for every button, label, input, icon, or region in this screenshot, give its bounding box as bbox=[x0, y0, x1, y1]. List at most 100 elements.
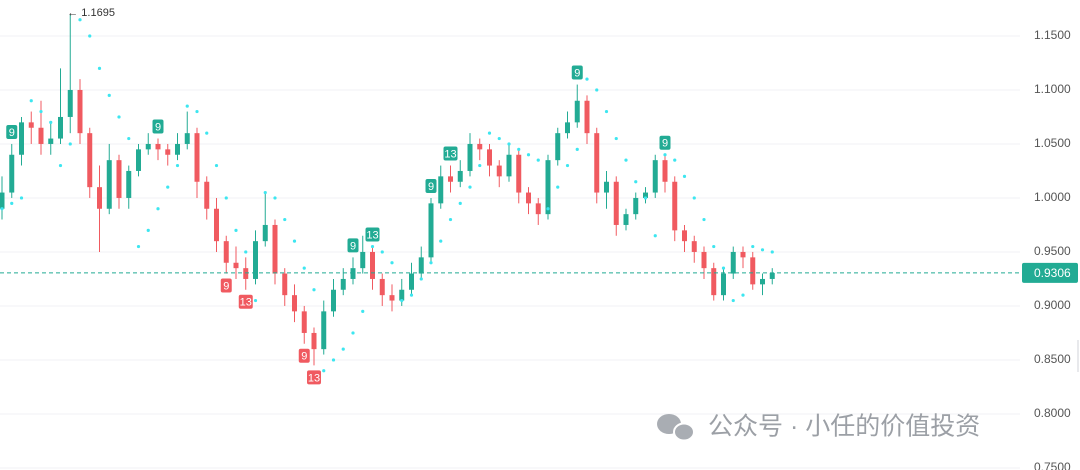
y-tick-label: 1.0000 bbox=[1034, 190, 1071, 204]
sar-dot bbox=[546, 207, 550, 211]
candle-body bbox=[243, 268, 249, 279]
sar-dot bbox=[692, 196, 696, 200]
sar-dot bbox=[370, 244, 375, 249]
sar-dot bbox=[478, 163, 482, 168]
sar-dot bbox=[302, 266, 306, 270]
max-annotation: ← 1.1695 bbox=[67, 7, 115, 19]
sar-dot bbox=[536, 158, 540, 162]
sar-dot bbox=[682, 174, 687, 178]
candle-body bbox=[331, 289, 336, 312]
sar-dot bbox=[380, 250, 384, 254]
last-price-label: 0.9306 bbox=[1034, 266, 1071, 280]
grid bbox=[0, 35, 1020, 469]
sar-dot bbox=[351, 331, 355, 335]
sar-dot bbox=[361, 309, 365, 313]
candle-body bbox=[145, 143, 151, 150]
candle-body bbox=[633, 197, 639, 215]
td-label-box bbox=[659, 135, 671, 150]
candle-body bbox=[643, 192, 648, 198]
candle-body bbox=[428, 203, 434, 258]
sar-dot bbox=[390, 261, 394, 265]
sar-dot bbox=[663, 153, 667, 157]
sar-dot bbox=[497, 136, 501, 141]
sar-dot bbox=[29, 99, 33, 103]
candle-body bbox=[574, 100, 580, 123]
sar-dot bbox=[673, 158, 677, 162]
candle-body bbox=[233, 262, 239, 269]
td-label-box bbox=[6, 124, 18, 139]
candle-body bbox=[769, 272, 775, 279]
sar-dot bbox=[292, 239, 297, 243]
candle-body bbox=[604, 181, 609, 193]
sar-dot bbox=[107, 93, 111, 97]
candle-body bbox=[672, 181, 678, 231]
sar-dot bbox=[429, 261, 433, 265]
td-label-box bbox=[152, 119, 164, 134]
candle-body bbox=[116, 160, 122, 198]
sar-dot bbox=[88, 34, 92, 38]
td-label-box bbox=[298, 348, 310, 363]
sar-dot bbox=[614, 136, 618, 141]
td-label: 9 bbox=[428, 181, 434, 193]
candle-body bbox=[594, 133, 600, 193]
sar-dot bbox=[156, 207, 160, 211]
sar-dot bbox=[624, 158, 628, 162]
td-label-box bbox=[307, 370, 321, 385]
sar-dot bbox=[458, 201, 462, 205]
sar-dot bbox=[58, 163, 63, 168]
y-tick-label: 0.7500 bbox=[1034, 460, 1071, 470]
candle-body bbox=[730, 251, 736, 274]
sar-dot bbox=[751, 244, 755, 249]
candle-body bbox=[535, 203, 541, 215]
td-label: 13 bbox=[444, 148, 456, 160]
last-price-box bbox=[1022, 262, 1078, 283]
y-tick-label: 0.8000 bbox=[1034, 406, 1071, 420]
sar-dot bbox=[78, 18, 82, 22]
sar-dot bbox=[556, 185, 560, 189]
sar-dot bbox=[234, 228, 238, 232]
candle-body bbox=[204, 181, 210, 209]
td-label-box bbox=[238, 294, 253, 309]
watermark: 公众号 · 小任的价值投资 bbox=[708, 413, 980, 441]
td-label: 9 bbox=[155, 121, 161, 133]
candle-body bbox=[496, 165, 502, 177]
td-label-box bbox=[220, 278, 232, 293]
sar-dot bbox=[273, 196, 277, 200]
candle-body bbox=[457, 170, 463, 182]
candle-body bbox=[48, 138, 54, 144]
sar-dot bbox=[117, 115, 121, 119]
sar-dot bbox=[575, 147, 579, 151]
candle-body bbox=[370, 251, 375, 279]
y-tick-label: 1.1500 bbox=[1034, 28, 1071, 42]
sar-dot bbox=[166, 185, 170, 189]
candle-body bbox=[9, 154, 15, 193]
sar-dot bbox=[322, 369, 326, 373]
sar-dot bbox=[224, 196, 228, 200]
td-label: 9 bbox=[223, 280, 229, 292]
sar-dot bbox=[97, 66, 102, 70]
sar-dot bbox=[146, 228, 150, 232]
candle-body bbox=[340, 278, 346, 290]
candle-body bbox=[750, 257, 756, 285]
candle-body bbox=[360, 251, 366, 269]
candle-body bbox=[272, 224, 278, 274]
candle-body bbox=[448, 176, 453, 182]
y-tick-label: 0.9500 bbox=[1034, 244, 1071, 258]
sar-dot bbox=[643, 196, 648, 200]
candle-body bbox=[409, 273, 414, 290]
td-label: 9 bbox=[9, 127, 15, 139]
td-label: 9 bbox=[574, 67, 580, 79]
td-label: 9 bbox=[662, 138, 668, 150]
candle-body bbox=[516, 154, 522, 193]
sar-dot bbox=[283, 217, 287, 222]
sar-dot bbox=[565, 163, 570, 168]
td-label: 13 bbox=[240, 297, 252, 309]
candle-body bbox=[106, 160, 112, 209]
sar-dot bbox=[39, 109, 43, 114]
sar-dot bbox=[595, 88, 599, 92]
sar-dot bbox=[448, 217, 453, 222]
candle-body bbox=[467, 143, 473, 171]
candle-body bbox=[262, 224, 268, 242]
sar-dot bbox=[409, 293, 414, 297]
sar-dot bbox=[49, 120, 53, 124]
